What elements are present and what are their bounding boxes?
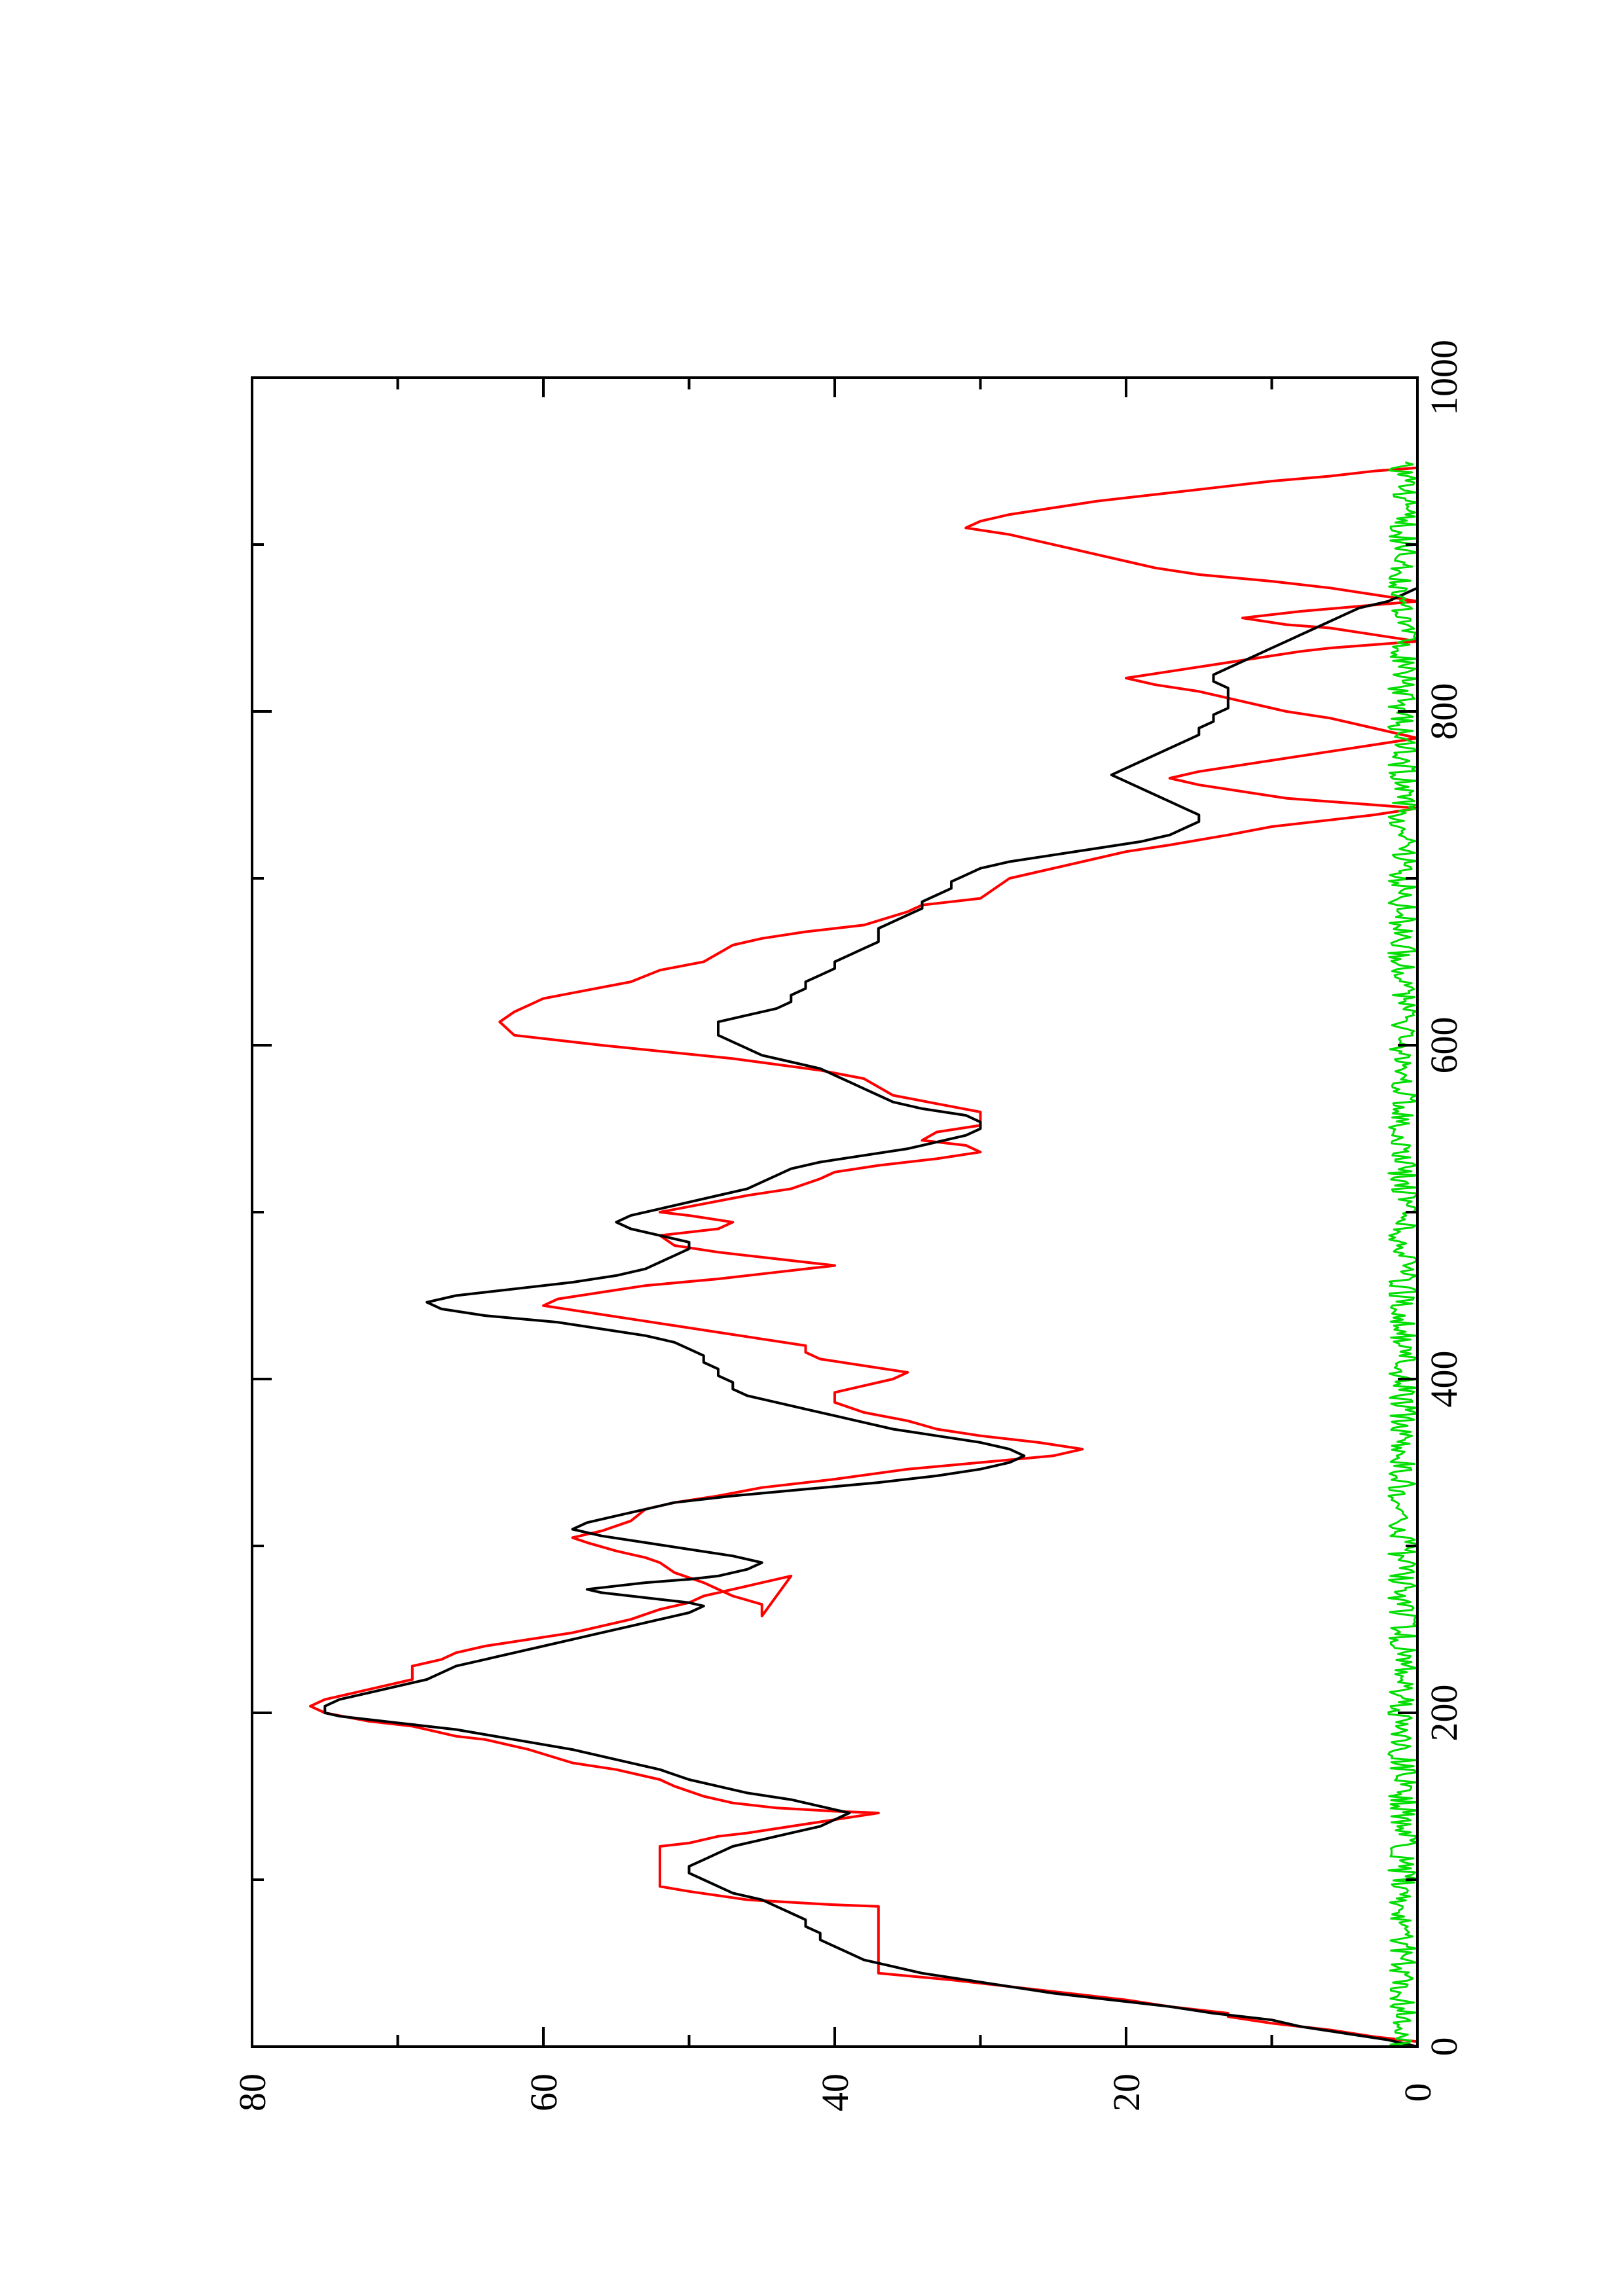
series-line-1 xyxy=(323,467,1419,2048)
series-layer xyxy=(309,461,1419,2048)
y-tick-label: 60 xyxy=(522,2073,565,2111)
plot-frame xyxy=(251,376,1419,2048)
x-tick-label: 1000 xyxy=(1423,340,1465,416)
x-tick-label: 200 xyxy=(1423,1685,1465,1742)
y-tick-label: 40 xyxy=(814,2073,856,2111)
ticks-layer xyxy=(251,376,1419,2048)
y-tick-label: 0 xyxy=(1396,2083,1439,2102)
x-tick-label: 600 xyxy=(1423,1017,1465,1074)
labels-layer: 0 200 400 600 800 1000 0 20 40 60 80 xyxy=(231,340,1465,2111)
x-tick-label: 400 xyxy=(1423,1351,1465,1408)
x-tick-label: 800 xyxy=(1423,683,1465,740)
y-tick-label: 80 xyxy=(231,2073,274,2111)
y-tick-label: 20 xyxy=(1105,2073,1148,2111)
series-line-2 xyxy=(1387,461,1419,2048)
series-line-0 xyxy=(309,461,1419,2047)
x-tick-label: 0 xyxy=(1423,2037,1465,2056)
